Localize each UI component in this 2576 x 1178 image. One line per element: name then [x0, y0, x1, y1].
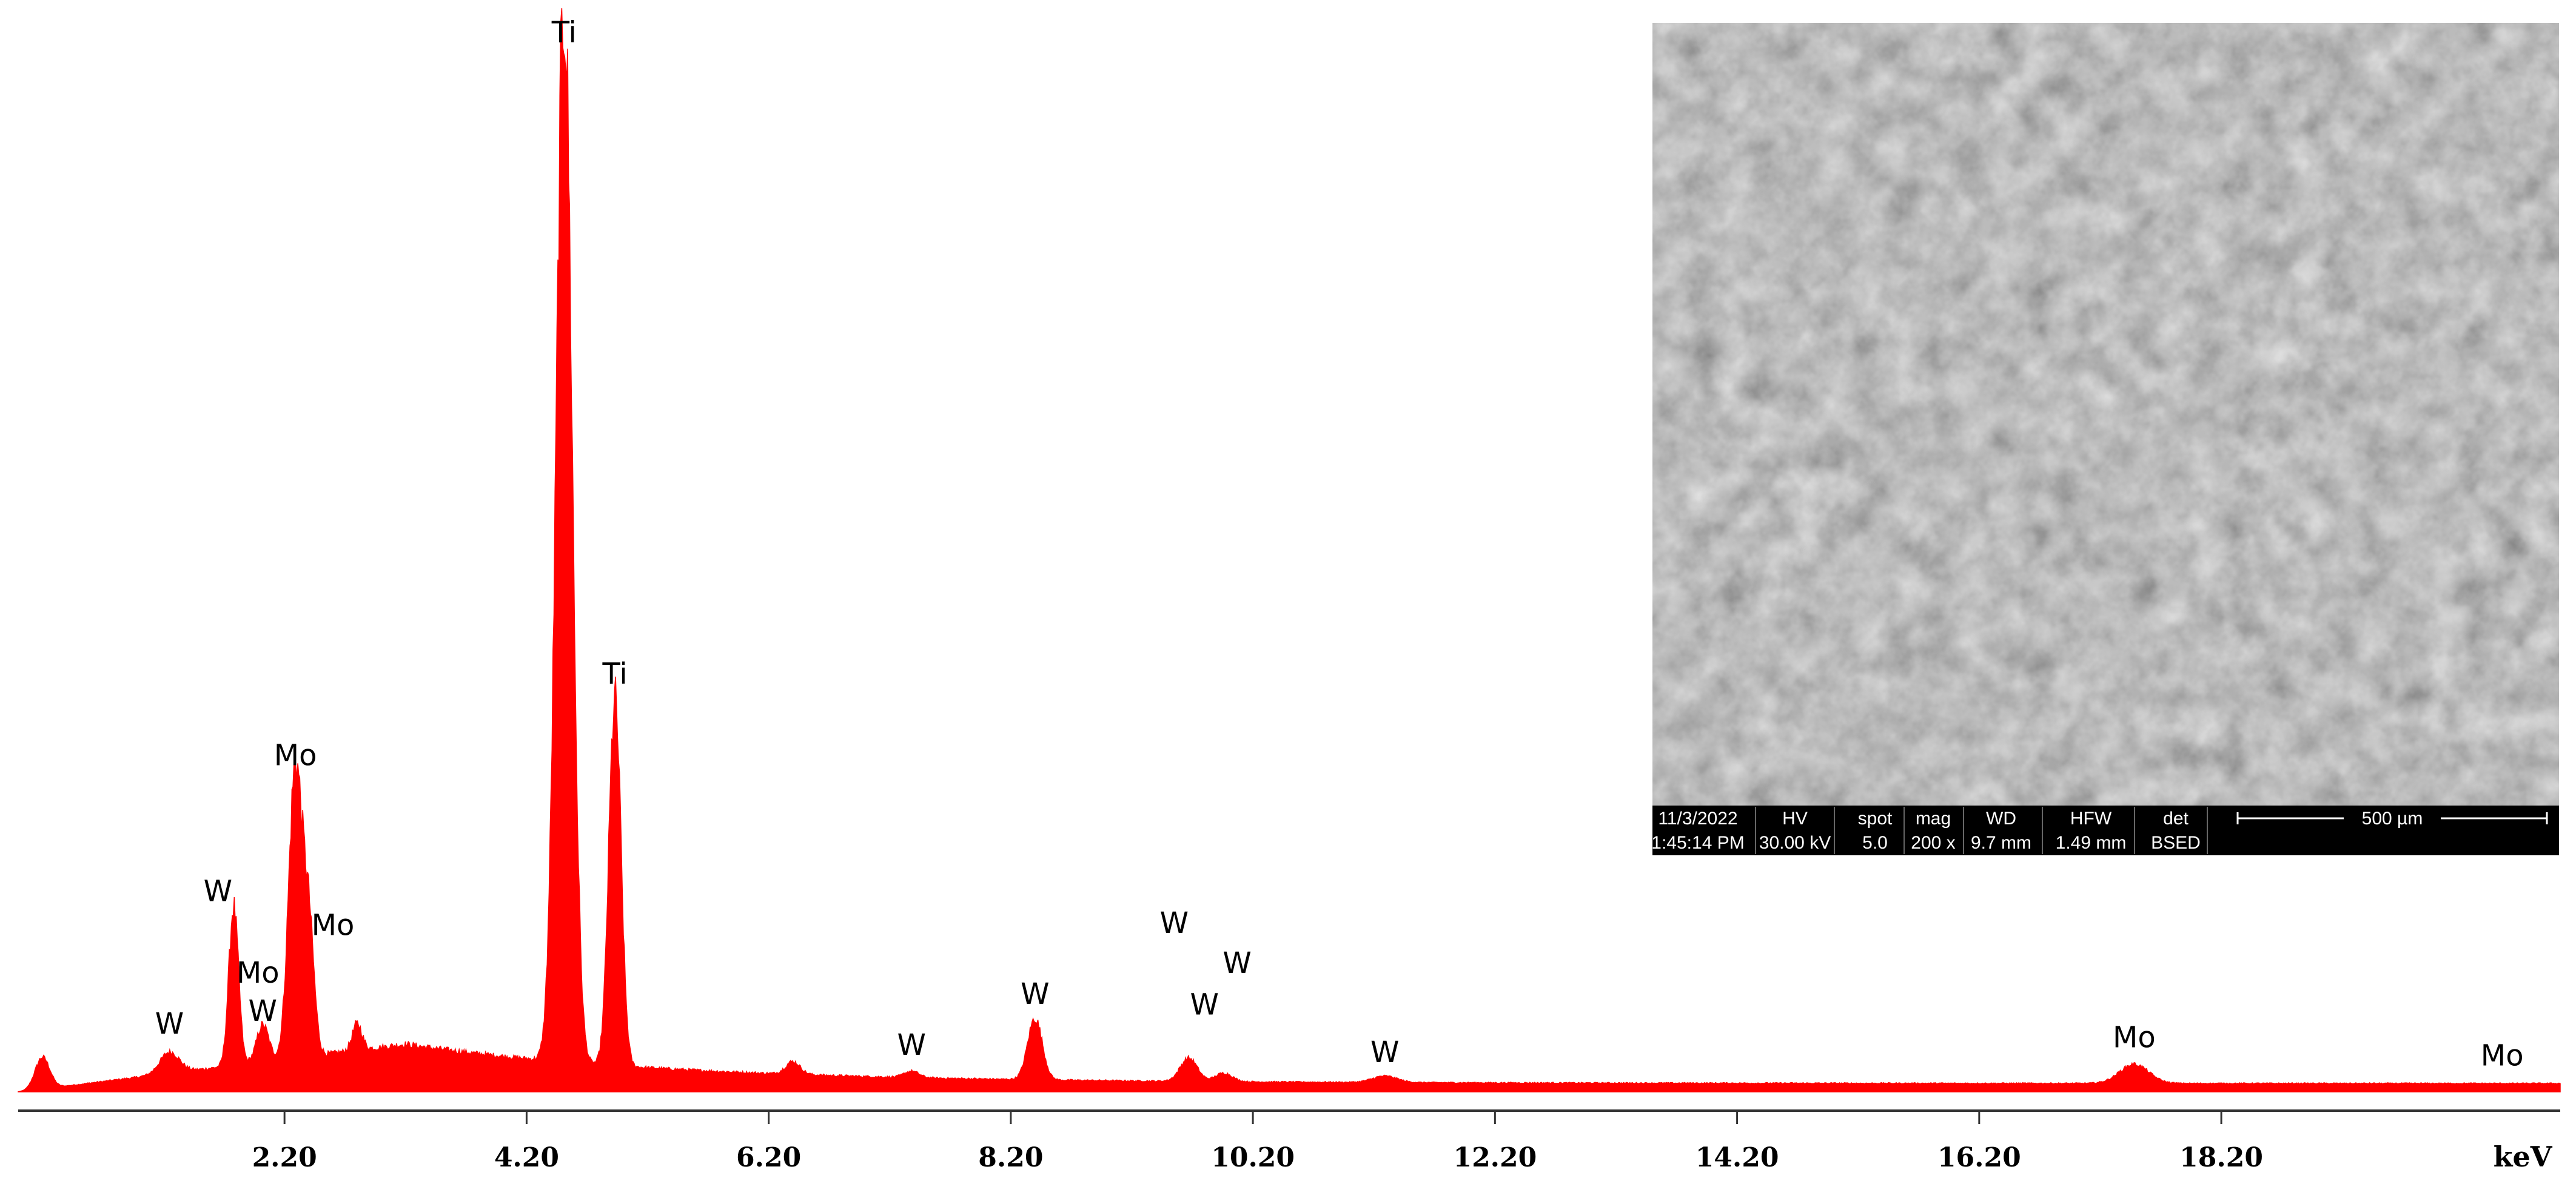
peak-label: W	[1160, 906, 1189, 940]
sem-info-value: 200 x	[1911, 833, 1955, 853]
peak-label: W	[1370, 1035, 1399, 1069]
x-tick-label: 8.20	[978, 1142, 1043, 1173]
peak-label: Mo	[274, 739, 317, 773]
sem-info-header: det	[2163, 809, 2189, 829]
sem-image	[1652, 23, 2559, 806]
peak-label: W	[897, 1028, 925, 1062]
sem-info-value: BSED	[2151, 833, 2201, 853]
x-axis-unit-label: keV	[2494, 1140, 2553, 1173]
sem-info-value: 30.00 kV	[1759, 833, 1831, 853]
x-axis-tick-labels: 2.20 4.20 6.20 8.20 10.20 12.20 14.20 16.20 18.2…	[252, 1142, 2263, 1173]
peak-label: Mo	[2481, 1038, 2524, 1072]
x-tick-label: 12.20	[1453, 1142, 1537, 1173]
sem-info-value: 9.7 mm	[1971, 833, 2031, 853]
sem-info-header: HFW	[2070, 809, 2112, 829]
peak-label: Mo	[236, 956, 280, 990]
peak-label: W	[1021, 977, 1049, 1011]
spectrum-area	[18, 8, 2561, 1092]
peak-label: W	[248, 994, 277, 1028]
sem-info-value: 1:45:14 PM	[1651, 833, 1744, 853]
sem-info-header: 11/3/2022	[1658, 809, 1737, 829]
peak-label: Mo	[2113, 1021, 2156, 1055]
sem-info-table: 11/3/2022 HV spot mag WD HFW det 1:45:14 PM 30.0…	[1651, 807, 2208, 854]
x-tick-label: 14.20	[1696, 1142, 1779, 1173]
x-tick-label: 2.20	[252, 1142, 317, 1173]
sem-info-header: spot	[1858, 809, 1893, 829]
sem-info-header: WD	[1986, 809, 2016, 829]
peak-label: Mo	[312, 908, 355, 942]
peak-label: W	[155, 1007, 184, 1041]
spectrum-series	[18, 8, 2561, 1092]
sem-scale-bar-label: 500 µm	[2362, 809, 2423, 829]
x-tick-label: 6.20	[736, 1142, 801, 1173]
x-axis-ticks	[283, 1111, 2222, 1124]
x-tick-label: 4.20	[494, 1142, 559, 1173]
sem-info-header: HV	[1782, 809, 1808, 829]
peak-label: Ti	[551, 15, 577, 49]
peak-label: W	[1190, 988, 1219, 1021]
sem-info-value: 5.0	[1862, 833, 1888, 853]
sem-scale-bar: 500 µm	[2236, 809, 2548, 829]
x-tick-label: 16.20	[1937, 1142, 2021, 1173]
peak-label: Ti	[602, 657, 628, 691]
sem-info-value: 1.49 mm	[2056, 833, 2127, 853]
sem-micrograph-inset: 11/3/2022 HV spot mag WD HFW det 1:45:14 PM 30.0…	[1651, 23, 2559, 855]
peak-label: W	[204, 874, 232, 908]
x-tick-label: 18.20	[2179, 1142, 2263, 1173]
peak-label: W	[1223, 946, 1251, 980]
sem-info-header: mag	[1916, 809, 1951, 829]
x-tick-label: 10.20	[1211, 1142, 1295, 1173]
